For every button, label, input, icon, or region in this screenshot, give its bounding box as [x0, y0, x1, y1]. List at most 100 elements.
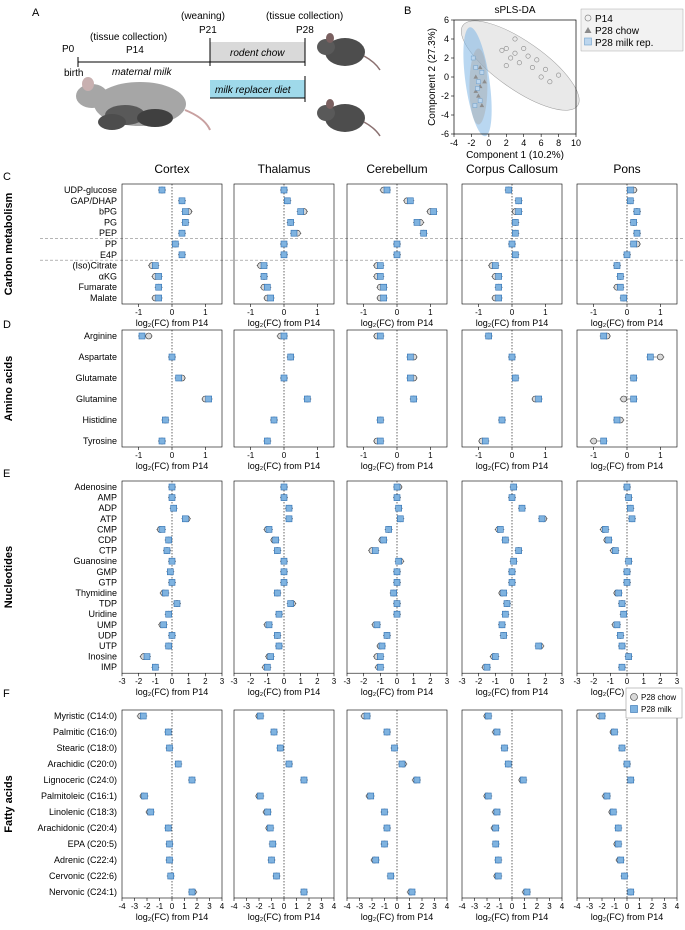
milk-point: [498, 621, 506, 629]
x-tick-label: 1: [294, 902, 299, 911]
label-p28: P28: [296, 25, 314, 36]
p14-point: [529, 65, 535, 71]
p28-milk-point: [472, 103, 478, 108]
milk-point: [280, 240, 288, 248]
milk-point: [158, 437, 166, 445]
milk-point: [274, 589, 281, 597]
weaning-label: (weaning): [181, 11, 225, 22]
dot-plot-panel: -3 -2 -1 0 1 2 3 log₂(FC) from P14: [118, 480, 225, 697]
milk-point: [378, 642, 386, 650]
metabolite-label: TDP: [99, 599, 117, 609]
chow-point: [657, 353, 664, 361]
x-tick-label: 3: [547, 902, 552, 911]
splsda-ylabel: Component 2 (27.3%): [427, 28, 438, 126]
x-tick-label: -1: [268, 902, 276, 911]
milk-point: [633, 208, 641, 215]
milk-point: [493, 728, 501, 736]
panel-letter-d: D: [3, 319, 11, 331]
splsda-xtick: 4: [521, 138, 526, 148]
x-tick-label: 2: [543, 677, 548, 686]
milk-point: [158, 526, 166, 533]
splsda-xtick: -2: [467, 138, 475, 148]
x-tick-label: -1: [152, 677, 160, 686]
metabolite-label: Adenosine: [74, 482, 117, 492]
milk-point: [508, 494, 516, 501]
milk-point: [166, 856, 173, 864]
p14-point: [534, 57, 540, 63]
milk-point: [280, 557, 288, 565]
x-axis-label: log₂(FC) from P14: [476, 461, 549, 471]
milk-point: [265, 621, 273, 629]
x-tick-label: 4: [445, 902, 450, 911]
milk-point: [519, 776, 527, 784]
x-axis-label: log₂(FC) from P14: [591, 912, 664, 922]
milk-point: [508, 240, 516, 248]
dot-plot-panels: Cortex Thalamus Cerebellum Corpus Callosum P…: [3, 162, 683, 922]
x-tick-label: -2: [483, 902, 491, 911]
metabolite-label: bPG: [99, 207, 117, 217]
legend-p14-marker: [584, 14, 592, 22]
metabolite-label: Thymidine: [75, 588, 117, 598]
milk-point: [182, 515, 189, 523]
x-tick-label: -2: [590, 677, 598, 686]
milk-point: [627, 186, 634, 194]
x-tick-label: 0: [510, 677, 515, 686]
milk-point: [611, 728, 618, 736]
milk-point: [494, 872, 502, 880]
x-tick-label: 4: [560, 902, 565, 911]
milk-point: [498, 416, 506, 424]
metabolite-label: ATP: [100, 514, 117, 524]
splsda-xtick: -4: [450, 138, 458, 148]
milk-point: [621, 872, 628, 880]
metabolite-label: Adrenic (C22:4): [54, 855, 117, 865]
milk-point: [620, 610, 627, 618]
milk-point: [515, 547, 522, 554]
milk-point: [615, 589, 622, 597]
milk-point: [300, 776, 308, 784]
milk-point: [275, 610, 283, 618]
milk-point: [256, 792, 264, 800]
panel-letter-e: E: [3, 468, 10, 480]
milk-point: [618, 663, 626, 671]
x-tick-label: 2: [203, 677, 208, 686]
x-tick-label: 2: [428, 677, 433, 686]
milk-point: [381, 808, 388, 816]
metabolite-label: E4P: [100, 250, 117, 260]
x-tick-label: -1: [264, 677, 272, 686]
milk-point: [627, 197, 634, 205]
milk-point: [377, 653, 384, 660]
milk-point: [363, 712, 371, 720]
x-tick-label: -2: [475, 677, 483, 686]
p14-point: [556, 72, 562, 78]
dot-plot-panel: -4 -3 -2 -1 0 1 2 3 4 log₂(FC) from P14: [573, 709, 680, 922]
x-tick-label: -1: [377, 677, 385, 686]
milk-point: [260, 262, 268, 269]
milk-point: [508, 353, 516, 361]
mouse-chow-icon: [317, 33, 381, 71]
milk-point: [483, 663, 491, 671]
splsda-xtick: 8: [556, 138, 561, 148]
dot-plot-panel: -4 -3 -2 -1 0 1 2 3 4 log₂(FC) from P14: [118, 709, 225, 922]
x-tick-label: -3: [131, 902, 139, 911]
x-tick-label: -3: [586, 902, 594, 911]
milk-point: [287, 219, 294, 226]
milk-point: [623, 251, 631, 259]
milk-point: [280, 483, 288, 491]
milk-point: [269, 840, 277, 848]
splsda-ytick: -4: [441, 110, 449, 120]
milk-point: [492, 653, 499, 660]
x-axis-label: log₂(FC) from P14: [136, 912, 209, 922]
milk-point: [598, 712, 606, 720]
x-tick-label: -3: [458, 677, 466, 686]
x-tick-label: 3: [675, 677, 680, 686]
milk-point: [502, 610, 509, 618]
milk-point: [270, 416, 278, 424]
x-tick-label: 1: [407, 902, 412, 911]
milk-point: [152, 663, 159, 671]
x-tick-label: 1: [637, 902, 642, 911]
milk-point: [630, 395, 637, 403]
milk-point: [485, 332, 492, 340]
splsda-ytick: -6: [441, 129, 449, 139]
milk-point: [287, 353, 294, 361]
milk-point: [535, 642, 542, 650]
